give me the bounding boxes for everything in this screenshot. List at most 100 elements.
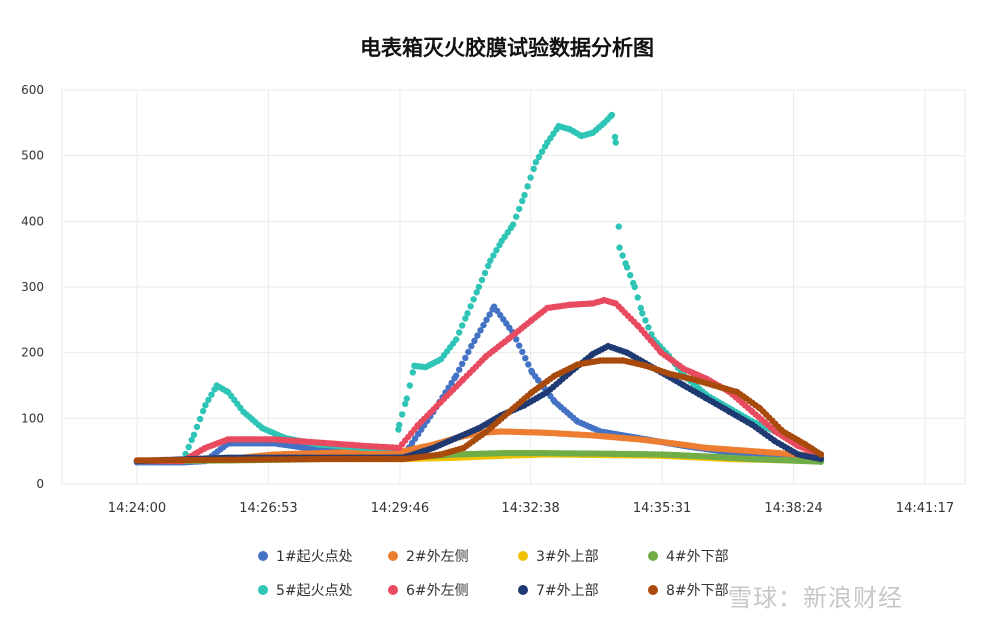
y-tick-label: 600 [21, 83, 44, 97]
data-point [615, 223, 622, 230]
x-tick-label: 14:35:31 [633, 501, 691, 516]
data-point [459, 360, 466, 367]
data-point [521, 191, 528, 199]
legend-marker [388, 585, 398, 595]
data-point [608, 111, 616, 119]
data-point [631, 283, 638, 291]
data-point [535, 153, 543, 161]
data-point [475, 283, 483, 291]
data-point [459, 322, 466, 329]
data-point [509, 221, 517, 228]
data-point [453, 372, 460, 379]
data-point [519, 197, 526, 205]
data-point [399, 411, 406, 418]
x-tick-label: 14:29:46 [371, 501, 429, 516]
chart-title: 电表箱灭火胶膜试验数据分析图 [360, 36, 654, 60]
legend-marker [258, 551, 268, 561]
legend-item: 7#外上部 [518, 582, 648, 599]
series-5 [133, 111, 825, 465]
data-point [612, 139, 619, 146]
data-point [403, 395, 410, 402]
data-point [473, 289, 480, 296]
legend-label: 5#起火点处 [276, 583, 353, 599]
data-point [462, 315, 469, 322]
data-point [619, 252, 626, 259]
data-point [465, 348, 472, 356]
x-tick-label: 14:32:38 [501, 501, 559, 516]
axes: 0 100 200 300 400 500 600 14:24:00 14:26:53 14:29… [21, 83, 954, 516]
data-point [519, 348, 526, 356]
legend-label: 8#外下部 [666, 583, 729, 599]
data-point [188, 436, 195, 444]
data-point [478, 276, 486, 284]
data-point [611, 133, 619, 141]
series-layer [133, 111, 825, 466]
data-point [532, 159, 540, 166]
y-tick-label: 0 [36, 477, 44, 491]
data-point [639, 310, 646, 317]
data-point [453, 336, 460, 343]
data-point [623, 264, 631, 271]
data-point [462, 354, 469, 362]
data-point [516, 342, 523, 349]
data-point [468, 342, 475, 350]
legend: 1#起火点处 2#外左侧 3#外上部 4#外下部 5#起火点处 6#外左侧 7#外上部 8#外… [258, 548, 778, 599]
data-point [637, 304, 644, 312]
data-point [486, 311, 493, 318]
data-point [205, 396, 212, 404]
data-point [448, 379, 455, 387]
legend-item: 1#起火点处 [258, 548, 388, 565]
data-point [467, 303, 474, 310]
y-tick-label: 500 [21, 149, 44, 163]
x-tick-label: 14:24:00 [108, 501, 166, 516]
data-point [487, 257, 494, 264]
legend-label: 1#起火点处 [276, 549, 353, 565]
watermark: 雪球：新浪财经 [728, 584, 903, 612]
series-8 [133, 357, 825, 464]
data-point [477, 327, 484, 334]
data-point [483, 316, 490, 323]
data-point [530, 165, 537, 172]
legend-marker [518, 585, 528, 595]
legend-marker [648, 551, 658, 561]
legend-item: 2#外左侧 [388, 548, 518, 565]
data-point [524, 183, 531, 190]
data-point [470, 296, 477, 303]
data-point [456, 366, 463, 373]
y-tick-label: 300 [21, 280, 44, 294]
data-point [516, 205, 523, 213]
data-point [396, 421, 403, 429]
data-point [411, 435, 419, 442]
x-tick-label: 14:26:53 [239, 501, 297, 516]
data-point [627, 272, 634, 279]
legend-marker [258, 585, 268, 595]
series-6 [133, 296, 825, 465]
data-point [202, 402, 209, 409]
legend-label: 4#外下部 [666, 549, 729, 565]
data-point [464, 310, 471, 317]
data-point [471, 337, 478, 344]
legend-item: 6#外左侧 [388, 582, 518, 599]
y-tick-label: 200 [21, 346, 44, 360]
data-point [402, 400, 409, 408]
grid [61, 89, 966, 485]
x-tick-label: 14:38:24 [764, 501, 822, 516]
data-point [616, 244, 623, 251]
legend-marker [648, 585, 658, 595]
data-point [645, 324, 652, 331]
legend-item: 8#外下部 [648, 582, 778, 599]
data-point [208, 391, 215, 398]
data-point [642, 317, 649, 324]
data-point [513, 213, 520, 220]
data-point [484, 262, 492, 270]
data-point [525, 361, 532, 368]
legend-label: 3#外上部 [536, 549, 599, 565]
data-point [406, 382, 413, 389]
legend-marker [388, 551, 398, 561]
legend-label: 6#外左侧 [406, 583, 469, 599]
legend-marker [518, 551, 528, 561]
y-tick-label: 400 [21, 214, 44, 228]
data-point [522, 355, 529, 362]
data-point [538, 148, 546, 155]
data-point [474, 332, 481, 339]
